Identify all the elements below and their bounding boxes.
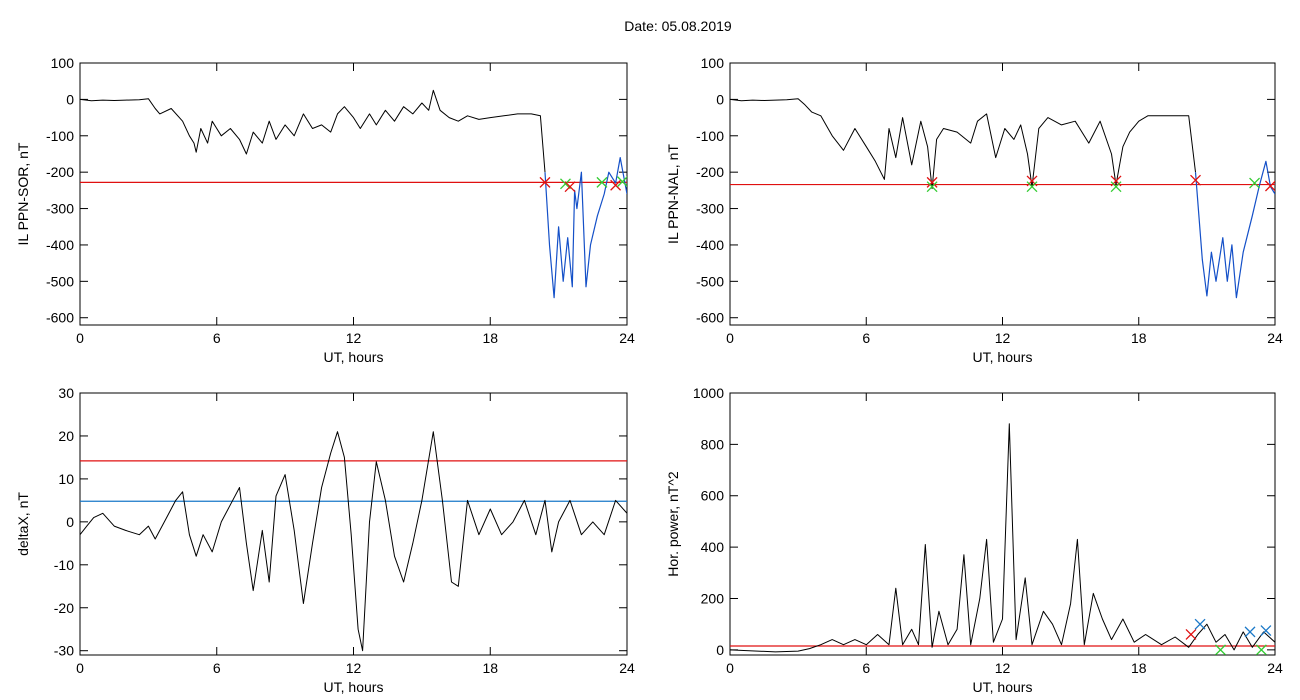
plot-area — [80, 89, 627, 299]
event-marker — [1260, 625, 1272, 637]
y-tick-label: -400 — [696, 237, 724, 253]
y-tick-label: -30 — [54, 643, 74, 659]
x-tick-label: 12 — [346, 330, 362, 346]
event-marker — [596, 176, 608, 188]
series-line — [730, 98, 1196, 189]
event-marker — [616, 176, 627, 188]
y-tick-label: -100 — [46, 128, 74, 144]
series-line — [730, 423, 1275, 653]
y-tick-label: -10 — [54, 557, 74, 573]
x-tick-label: 24 — [619, 660, 635, 676]
y-tick-label: -300 — [46, 201, 74, 217]
y-tick-label: -600 — [696, 310, 724, 326]
y-tick-label: 600 — [701, 488, 725, 504]
y-tick-label: 10 — [58, 471, 74, 487]
x-tick-label: 24 — [619, 330, 635, 346]
series-line — [80, 89, 546, 173]
event-marker — [1255, 644, 1267, 655]
x-tick-label: 0 — [76, 660, 84, 676]
highlight-series-line — [1194, 160, 1275, 299]
y-tick-label: 100 — [51, 55, 75, 71]
y-tick-label: 100 — [701, 55, 725, 71]
plot-area — [730, 423, 1275, 655]
y-tick-label: 1000 — [693, 385, 724, 401]
y-tick-label: 30 — [58, 385, 74, 401]
plot-frame — [79, 392, 628, 656]
highlight-series-line — [544, 157, 627, 299]
x-tick-label: 24 — [1267, 330, 1283, 346]
x-tick-label: 6 — [213, 660, 221, 676]
event-marker — [539, 176, 551, 188]
y-tick-label: 0 — [66, 514, 74, 530]
x-tick-label: 18 — [482, 660, 498, 676]
page-title: Date: 05.08.2019 — [624, 18, 732, 34]
x-tick-label: 0 — [726, 660, 734, 676]
y-tick-label: -400 — [46, 237, 74, 253]
y-tick-label: 200 — [701, 590, 725, 606]
event-marker — [1244, 626, 1256, 638]
x-tick-label: 12 — [346, 660, 362, 676]
y-tick-label: 0 — [66, 91, 74, 107]
y-tick-label: -500 — [696, 273, 724, 289]
x-axis-label: UT, hours — [973, 679, 1033, 695]
y-tick-label: 800 — [701, 436, 725, 452]
y-tick-label: -600 — [46, 310, 74, 326]
y-axis-label: IL PPN-NAL, nT — [665, 144, 681, 244]
y-axis-label: Hor. power, nT^2 — [665, 471, 681, 577]
y-tick-label: -500 — [46, 273, 74, 289]
y-tick-label: -20 — [54, 600, 74, 616]
event-marker — [610, 179, 622, 191]
x-tick-label: 18 — [1131, 330, 1147, 346]
y-tick-label: 0 — [716, 642, 724, 658]
x-tick-label: 18 — [1131, 660, 1147, 676]
x-tick-label: 6 — [862, 330, 870, 346]
event-marker — [1185, 628, 1197, 640]
x-tick-label: 6 — [213, 330, 221, 346]
x-tick-label: 24 — [1267, 660, 1283, 676]
plot-area — [80, 431, 627, 652]
event-marker — [1026, 181, 1038, 193]
y-axis-label: IL PPN-SOR, nT — [15, 142, 31, 245]
y-tick-label: -100 — [696, 128, 724, 144]
x-tick-label: 0 — [76, 330, 84, 346]
y-axis-label: deltaX, nT — [15, 492, 31, 556]
y-tick-label: 400 — [701, 539, 725, 555]
x-tick-label: 6 — [862, 660, 870, 676]
plot-area — [730, 98, 1275, 299]
event-marker — [1194, 618, 1206, 630]
plot-frame — [729, 62, 1276, 326]
event-marker — [926, 181, 938, 193]
series-line — [80, 431, 627, 652]
y-tick-label: -200 — [696, 164, 724, 180]
event-marker — [1110, 181, 1122, 193]
y-tick-label: 20 — [58, 428, 74, 444]
event-marker — [1215, 644, 1226, 655]
x-axis-label: UT, hours — [324, 679, 384, 695]
y-tick-label: -200 — [46, 164, 74, 180]
x-axis-label: UT, hours — [973, 349, 1033, 365]
x-tick-label: 12 — [995, 660, 1011, 676]
y-tick-label: 0 — [716, 91, 724, 107]
chart-panel-hor-power: 1000 800 600 400 200 00 6 12 18 24 UT, hours Hor. p… — [665, 385, 1283, 695]
event-marker — [1264, 180, 1275, 192]
event-marker — [926, 176, 938, 188]
event-marker — [1190, 174, 1201, 186]
x-tick-label: 0 — [726, 330, 734, 346]
x-tick-label: 18 — [482, 330, 498, 346]
x-tick-label: 12 — [995, 330, 1011, 346]
x-axis-label: UT, hours — [324, 349, 384, 365]
event-marker — [564, 181, 576, 193]
plot-frame — [79, 62, 628, 326]
event-marker — [1249, 177, 1261, 189]
y-tick-label: -300 — [696, 201, 724, 217]
